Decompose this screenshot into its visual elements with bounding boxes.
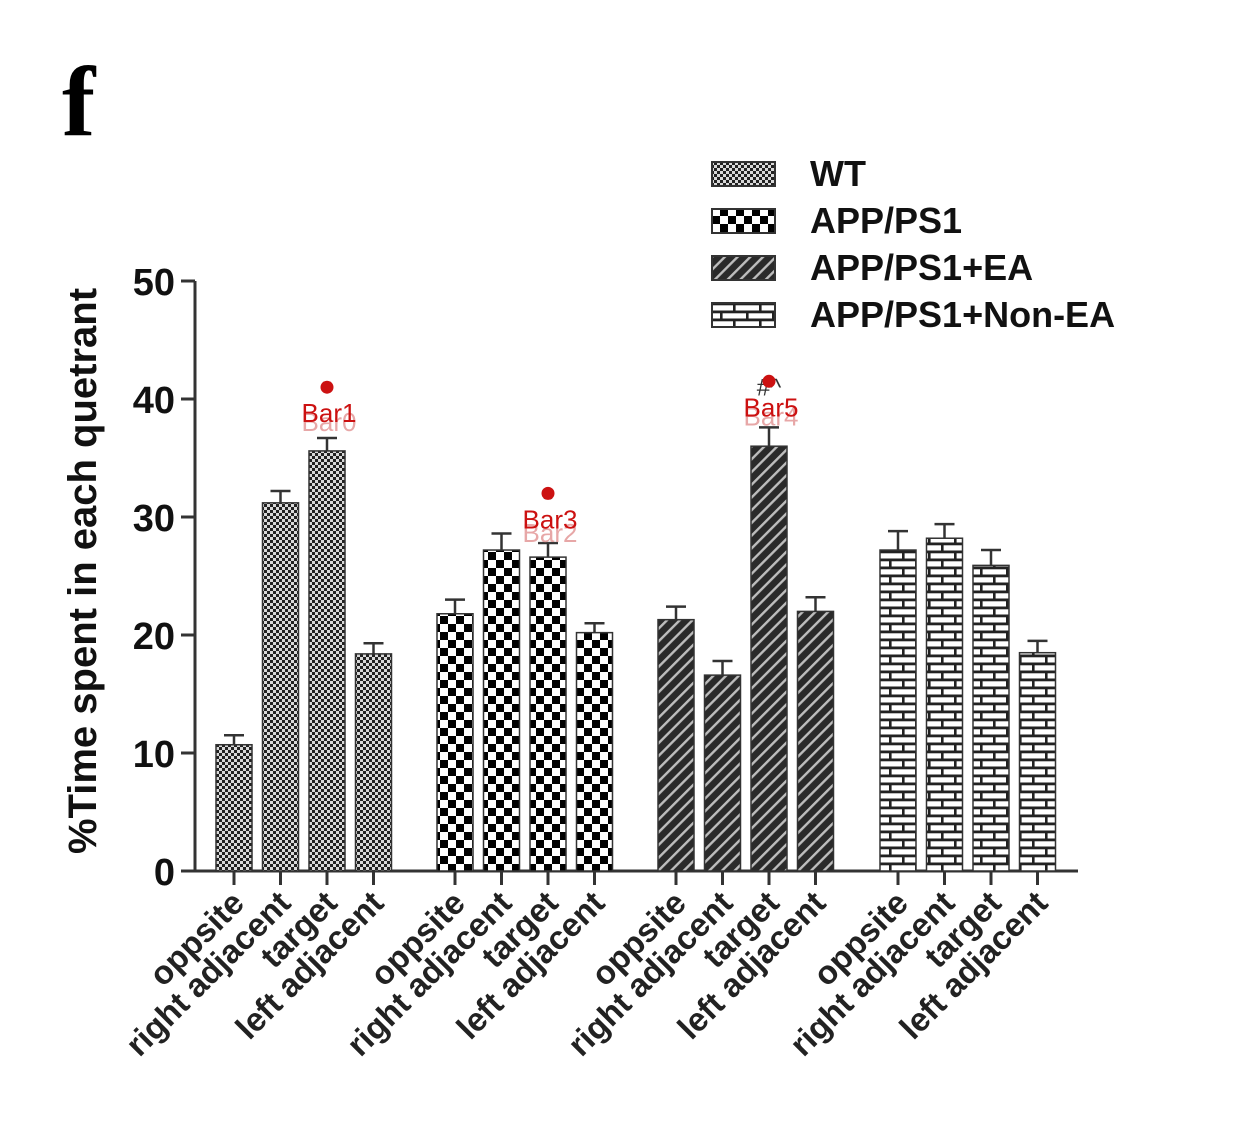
- y-tick-label: 50: [133, 262, 175, 304]
- legend-swatch: [711, 161, 776, 187]
- annotation-label: Bar1: [302, 398, 357, 428]
- annotation-marker: [541, 486, 555, 500]
- y-tick-label: 10: [133, 734, 175, 776]
- bar: [529, 556, 567, 872]
- panel-label: f: [62, 46, 97, 157]
- y-tick-label: 0: [154, 852, 175, 894]
- y-tick-label: 40: [133, 380, 175, 422]
- bar: [436, 613, 474, 872]
- legend-label: APP/PS1: [810, 200, 962, 241]
- bar: [215, 743, 253, 872]
- legend-label: APP/PS1+Non-EA: [810, 294, 1115, 335]
- bars: *#^: [215, 374, 1057, 872]
- bar: [657, 618, 695, 872]
- bar: [575, 631, 614, 872]
- annotation-label-ghost: Bar0: [302, 407, 357, 437]
- y-axis: 0 10 20 30 40 50: [133, 262, 197, 894]
- bar: [972, 564, 1010, 872]
- bar: [703, 674, 742, 872]
- bar: [925, 537, 964, 872]
- legend-label: WT: [810, 153, 866, 194]
- y-tick-label: 20: [133, 616, 175, 658]
- annotation-label-ghost: Bar2: [523, 518, 578, 548]
- annotation-marker: [320, 380, 334, 394]
- legend-label: APP/PS1+EA: [810, 247, 1033, 288]
- bar: [354, 653, 393, 872]
- annotation-label-ghost: Bar4: [744, 401, 799, 431]
- annotation-label: Bar3: [523, 504, 578, 534]
- bar: [879, 549, 917, 872]
- annotation-ghost-box: [530, 524, 566, 543]
- bar: [261, 502, 300, 872]
- annotation-marker: [762, 374, 776, 388]
- legend: WT APP/PS1 APP/PS1+EA APP/PS1+Non-EA: [711, 153, 1115, 335]
- y-tick-label: 30: [133, 498, 175, 540]
- legend-swatch: [711, 208, 776, 234]
- annotation-ghost-box: [309, 413, 345, 432]
- legend-swatch: [711, 255, 776, 281]
- bar: [482, 549, 521, 872]
- bar: [796, 610, 835, 872]
- annotation-label: Bar5: [744, 392, 799, 422]
- y-axis-title: %Time spent in each quetrant: [61, 288, 105, 854]
- bar: [750, 445, 788, 872]
- annotation-ghost-box: [751, 407, 787, 426]
- legend-swatch: [711, 302, 776, 328]
- bar: [308, 450, 346, 872]
- bar: [1018, 651, 1057, 872]
